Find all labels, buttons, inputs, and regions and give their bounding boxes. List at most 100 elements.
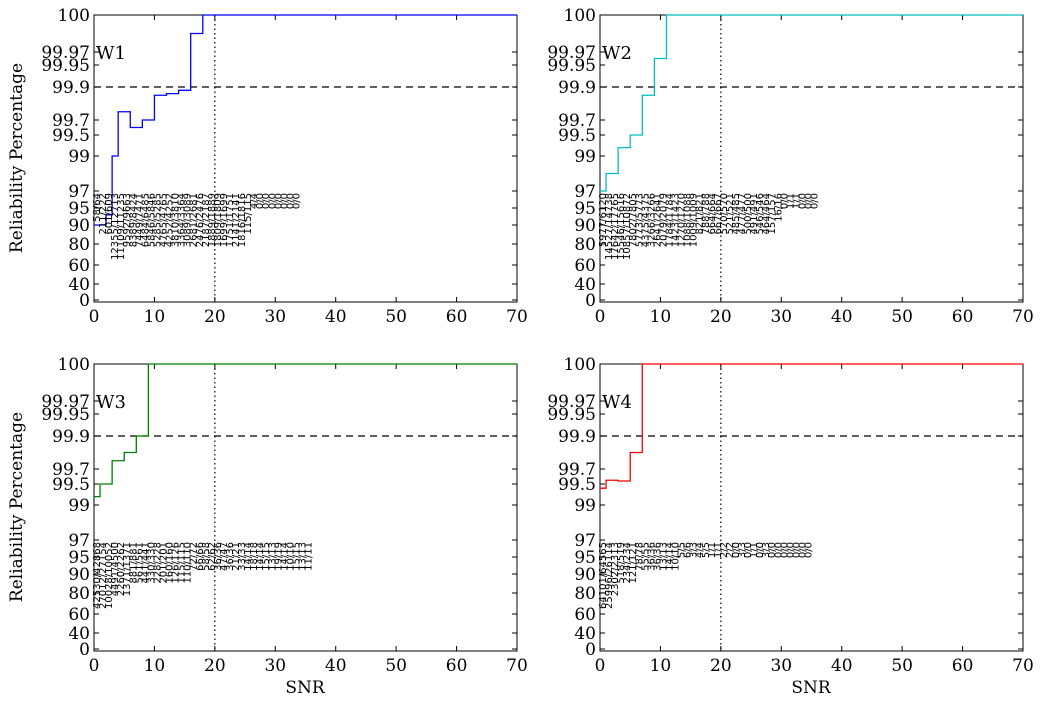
count-label: 17642/17765 (610, 193, 621, 260)
y-tick-label: 0 (79, 291, 90, 311)
count-label: 2302/2313 (610, 542, 621, 596)
count-label: 234/234 (622, 542, 633, 584)
y-tick-label: 99.97 (547, 392, 596, 412)
y-tick-label: 90 (68, 565, 90, 585)
count-label: 2/2 (719, 542, 730, 558)
count-label: 13/13 (297, 542, 308, 571)
count-label: 500/500 (743, 193, 754, 235)
count-label: 3/3 (761, 542, 772, 558)
count-label: 11/11 (304, 542, 315, 571)
y-tick-label: 100 (564, 6, 596, 26)
y-tick-label: 99 (574, 147, 596, 167)
count-label: 570/570 (719, 193, 730, 235)
count-label: 14/14 (255, 542, 266, 571)
count-label: 0/0 (791, 542, 802, 558)
count-label: 14/14 (243, 542, 254, 571)
y-tick-label: 99.95 (547, 405, 596, 425)
x-axis-label-left: SNR (285, 678, 326, 698)
count-label: 0/0 (273, 193, 284, 209)
x-tick-label: 30 (264, 307, 286, 327)
x-tick-label: 70 (1012, 307, 1034, 327)
count-label: 1/1 (785, 193, 796, 209)
count-label: 561/561 (134, 542, 145, 584)
y-tick-label: 99.9 (558, 427, 596, 447)
count-label: 518/519 (616, 542, 627, 584)
count-label: 0/0 (267, 193, 278, 209)
y-tick-label: 80 (68, 235, 90, 255)
y-tick-label: 90 (68, 216, 90, 236)
axes-frame (93, 14, 518, 303)
count-label: 14/14 (664, 542, 675, 571)
count-label: 3089/3089 (183, 193, 194, 247)
count-label: 36/36 (652, 542, 663, 571)
x-tick-label: 50 (385, 307, 407, 327)
count-label: 5846/5846 (146, 193, 157, 247)
count-label: 3/3 (737, 542, 748, 558)
count-label: 115/115 (177, 542, 188, 584)
count-label: 4491/4500 (110, 542, 121, 596)
y-tick-label: 99.7 (558, 111, 596, 131)
x-tick-label: 60 (952, 307, 974, 327)
count-label: 8389/8424 (128, 193, 139, 247)
y-tick-label: 97 (68, 182, 90, 202)
y-axis-label-top: Reliability Percentage (7, 63, 27, 253)
count-label: 5773/5773 (634, 193, 645, 247)
series-line (600, 363, 1023, 489)
count-label: 9592/9663 (122, 193, 133, 247)
count-label: 2641/2641 (652, 193, 663, 247)
y-tick-label: 40 (68, 275, 90, 295)
y-tick-label: 80 (574, 235, 596, 255)
count-label: 664/664 (707, 193, 718, 235)
y-tick-label: 80 (574, 584, 596, 604)
y-tick-label: 99.95 (41, 56, 90, 76)
count-label: 1270/1270 (677, 193, 688, 247)
x-tick-label: 10 (650, 307, 672, 327)
count-label: 10/10 (671, 542, 682, 571)
x-tick-label: 0 (595, 307, 606, 327)
count-label: 5977/6120 (598, 193, 609, 247)
axes-frame (599, 363, 1024, 652)
y-tick-label: 99.7 (52, 111, 90, 131)
x-tick-label: 0 (89, 656, 100, 676)
x-tick-label: 50 (891, 307, 913, 327)
series-line (600, 14, 1023, 192)
count-label: 47/47 (219, 542, 230, 571)
y-tick-label: 40 (68, 624, 90, 644)
y-tick-label: 97 (574, 531, 596, 551)
count-label: 78/78 (634, 542, 645, 571)
count-label: 4375/4375 (640, 193, 651, 247)
count-label: 36/36 (646, 542, 657, 571)
count-label: 546/546 (755, 193, 766, 235)
x-tick-label: 60 (446, 307, 468, 327)
count-label: 7802/7805 (628, 193, 639, 247)
count-label: 0/0 (743, 542, 754, 558)
count-label: 10/10 (285, 542, 296, 571)
count-label: 0/0 (755, 542, 766, 558)
x-tick-label: 40 (831, 656, 853, 676)
x-tick-label: 70 (506, 656, 528, 676)
x-tick-label: 40 (831, 307, 853, 327)
count-label: 2681/2681 (189, 193, 200, 247)
x-tick-label: 10 (144, 307, 166, 327)
y-tick-label: 95 (68, 548, 90, 568)
panels: 04060809095979999.599.799.999.9599.97100… (41, 6, 1033, 676)
x-tick-label: 70 (1012, 656, 1034, 676)
count-label: 42530/42868 (92, 542, 103, 609)
x-tick-label: 60 (446, 656, 468, 676)
count-label: 10028/10052 (104, 542, 115, 609)
count-label: 3/3 (689, 542, 700, 558)
count-label: 0/0 (779, 542, 790, 558)
x-tick-label: 40 (325, 656, 347, 676)
x-tick-label: 50 (385, 656, 407, 676)
series-line (94, 363, 517, 498)
count-label: 0/0 (773, 542, 784, 558)
count-label: 1889/1889 (207, 193, 218, 247)
x-tick-label: 20 (204, 656, 226, 676)
count-label: 4765/4765 (158, 193, 169, 247)
y-tick-label: 100 (58, 355, 90, 375)
panel-w2: 04060809095979999.599.799.999.9599.97100… (547, 6, 1033, 327)
count-label: 62/62 (207, 542, 218, 571)
count-label: 0/0 (797, 542, 808, 558)
count-label: 1699/1699 (219, 193, 230, 247)
